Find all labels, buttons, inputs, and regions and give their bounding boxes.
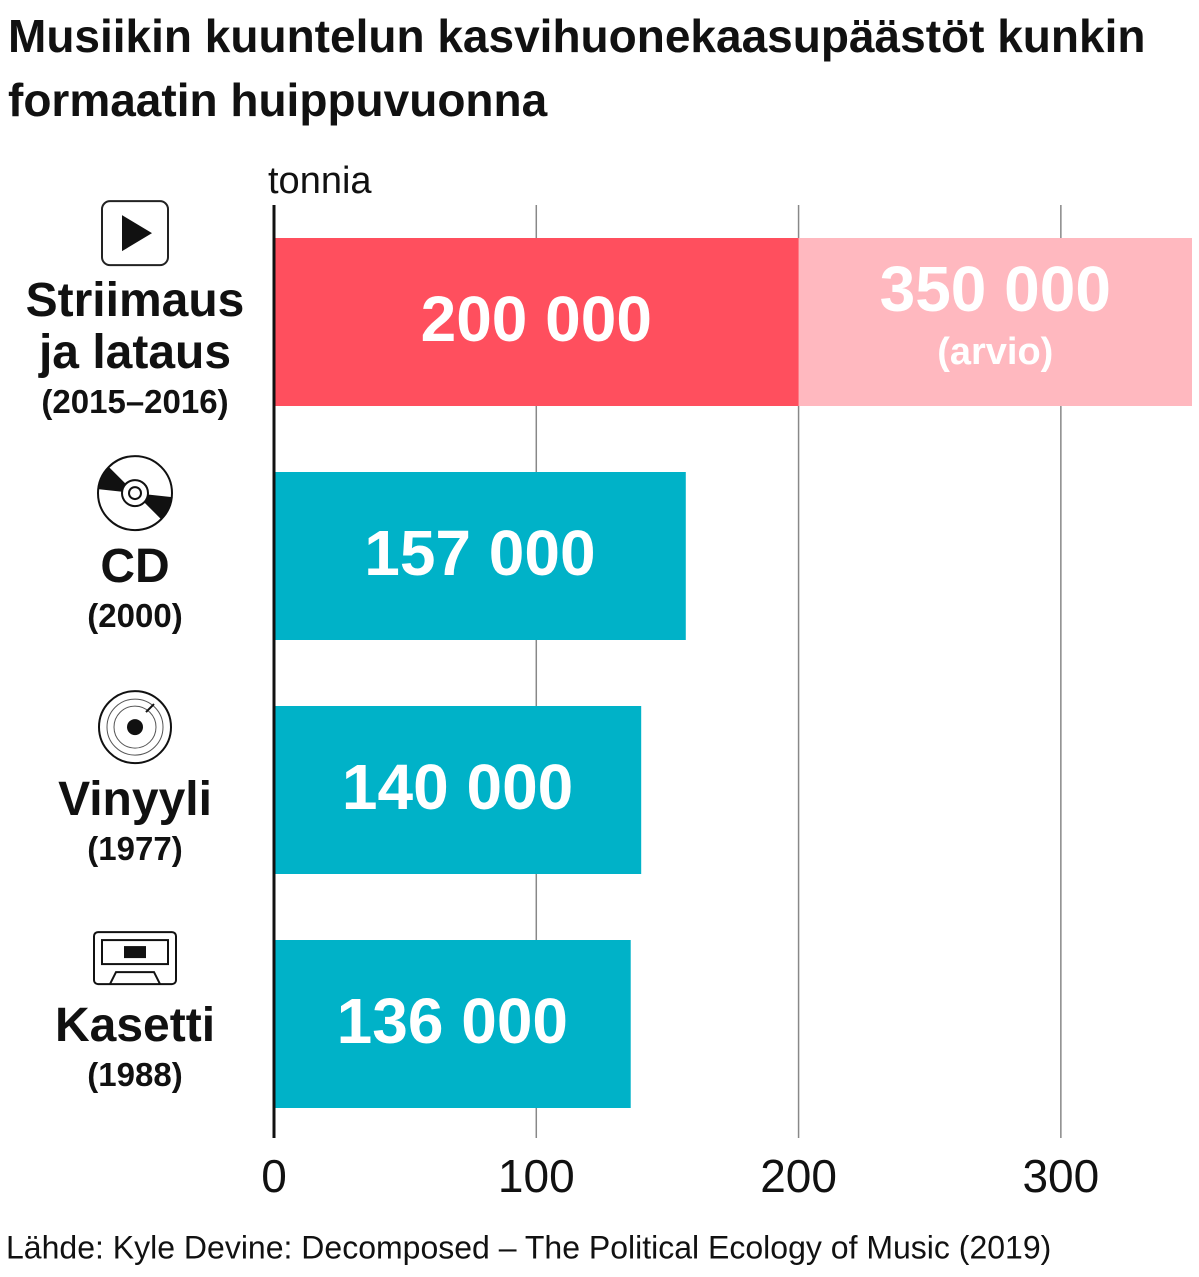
- value-label: 136 000: [337, 985, 568, 1057]
- x-tick-label: 0: [261, 1150, 287, 1202]
- x-axis-label: tonnia: [268, 160, 372, 202]
- category-name: Kasetti: [54, 999, 216, 1053]
- category-label: Kasetti (1988): [4, 930, 266, 1094]
- category-period: (1988): [87, 1055, 183, 1093]
- category-label: Striimaus ja lataus (2015–2016): [4, 199, 266, 421]
- value-label: 350 000: [880, 253, 1111, 325]
- bar: [274, 238, 799, 406]
- category-name: Striimaus ja lataus: [25, 274, 245, 379]
- value-label: 140 000: [342, 751, 573, 823]
- icon: [101, 200, 169, 267]
- value-label: 200 000: [421, 283, 652, 355]
- bar: [274, 940, 631, 1108]
- category-name: Vinyyli: [58, 773, 212, 827]
- category-label: Vinyyli (1977): [4, 688, 266, 868]
- icon: [97, 455, 173, 532]
- estimate-note: (arvio): [937, 331, 1053, 373]
- icon: [98, 690, 172, 765]
- category-period: (2000): [87, 596, 183, 634]
- category-period: (1977): [87, 829, 183, 867]
- bar: [274, 472, 686, 640]
- source: Lähde: Kyle Devine: Decomposed – The Pol…: [6, 1229, 1051, 1265]
- icon: [93, 931, 177, 986]
- bar: [274, 706, 642, 874]
- title-box: Musiikin kuuntelun kasvihuonekaasupäästö…: [8, 10, 1146, 126]
- value-label: 157 000: [364, 517, 595, 589]
- x-tick-label: 200: [760, 1150, 837, 1202]
- x-tick-label: 300: [1022, 1150, 1099, 1202]
- x-tick-label: 100: [498, 1150, 575, 1202]
- category-label: CD (2000): [4, 453, 266, 635]
- category-name: CD: [100, 540, 170, 594]
- chart-title: Musiikin kuuntelun kasvihuonekaasupäästö…: [8, 10, 1146, 126]
- category-period: (2015–2016): [41, 382, 229, 420]
